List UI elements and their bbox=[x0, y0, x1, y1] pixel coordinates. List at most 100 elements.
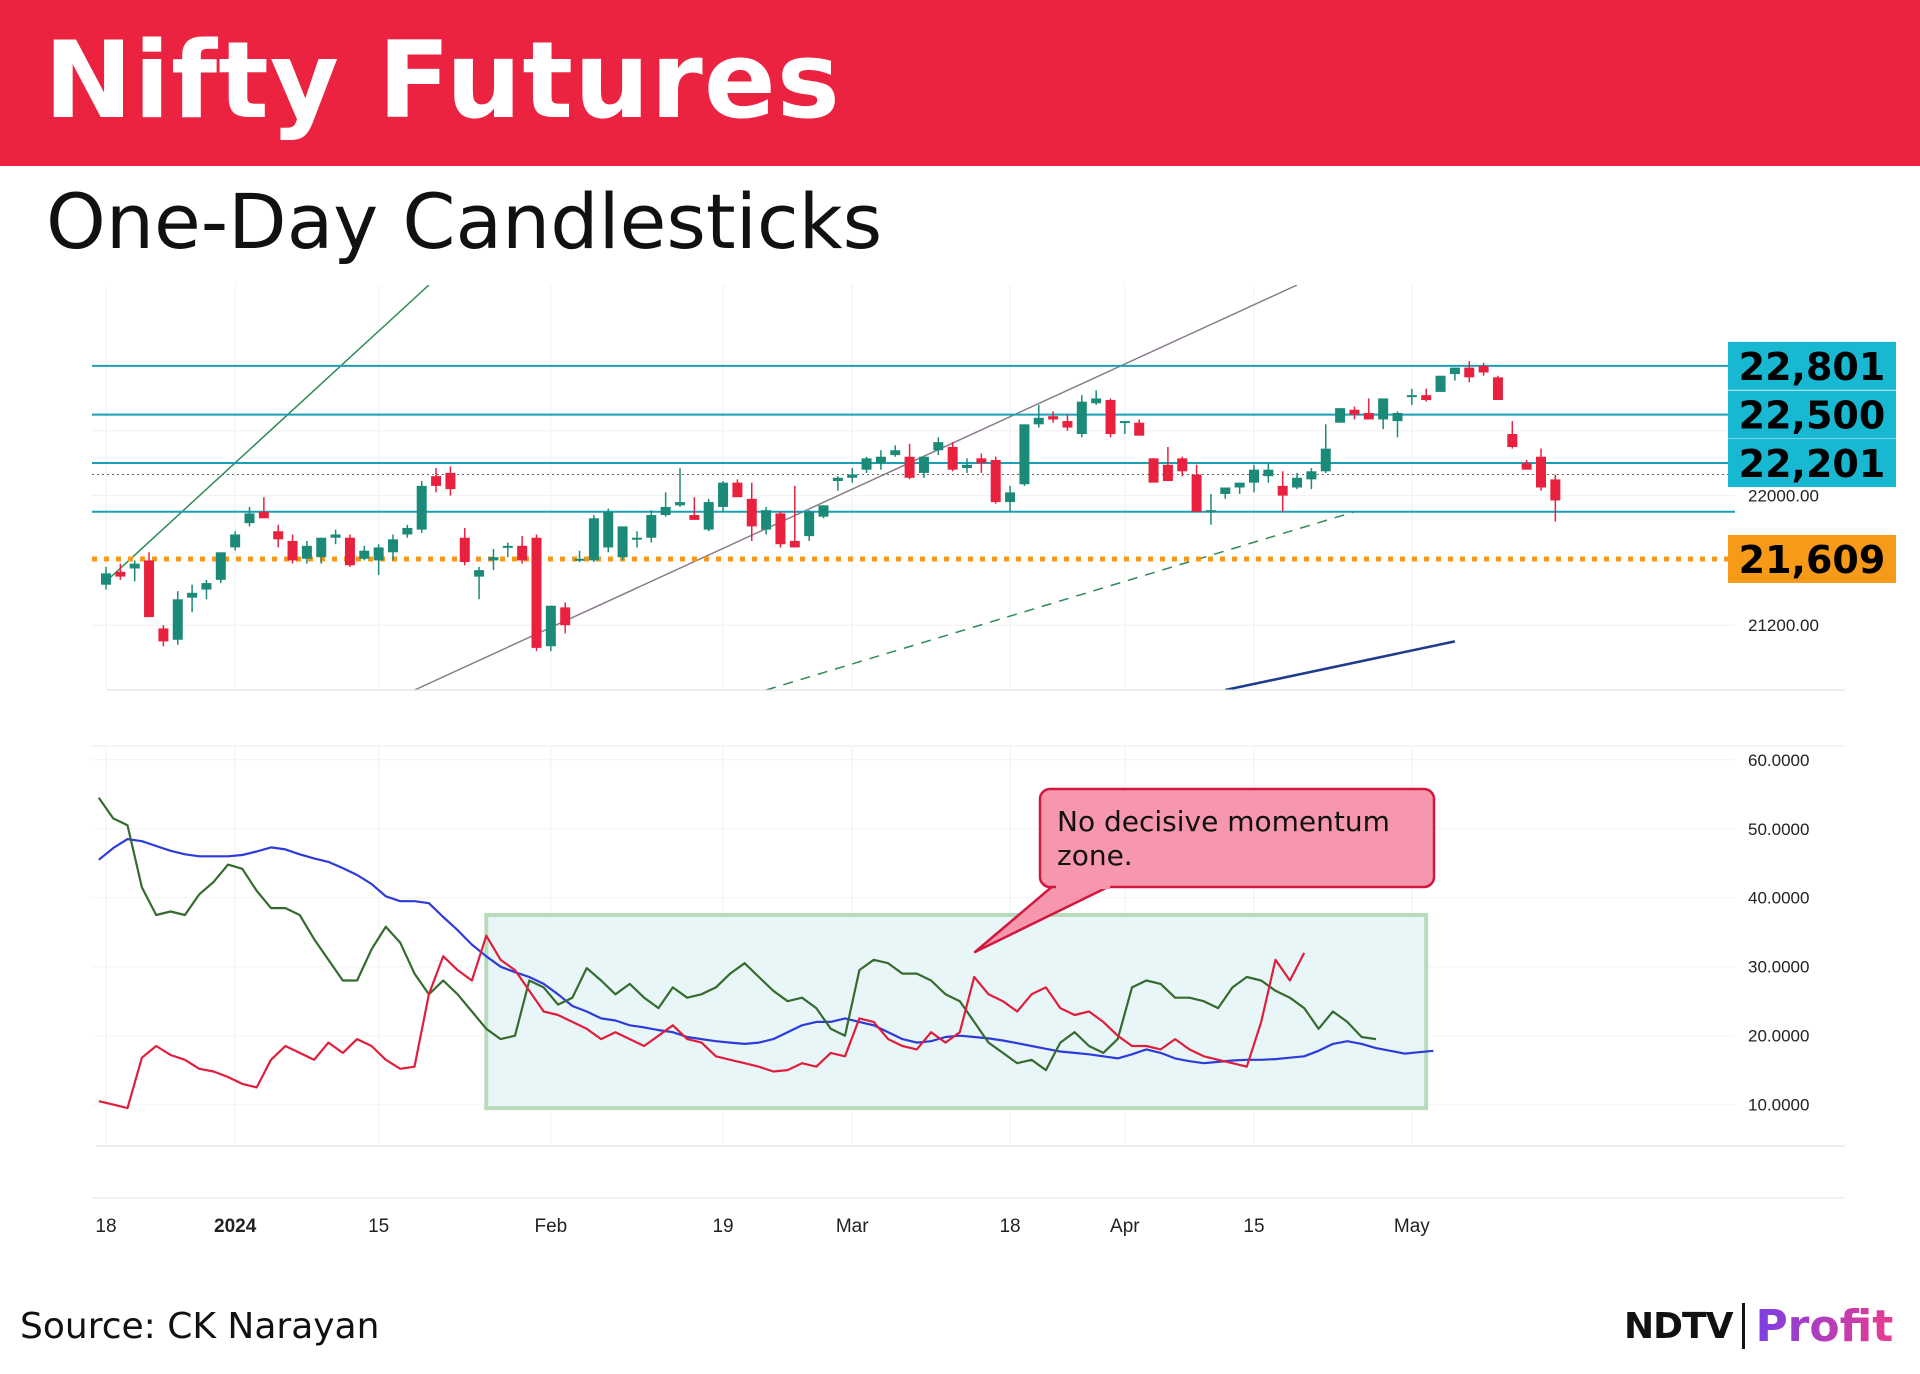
candle-48 bbox=[789, 485, 800, 548]
candle-88 bbox=[1363, 398, 1374, 420]
candle-58 bbox=[933, 437, 944, 456]
trendline-lower-trendline bbox=[1225, 640, 1456, 690]
date-tick-label-7: Apr bbox=[1110, 1216, 1140, 1237]
candle-68 bbox=[1076, 395, 1087, 438]
trendline-steep-uptrend bbox=[105, 285, 430, 583]
candle-8 bbox=[215, 552, 226, 584]
candle-42 bbox=[703, 498, 714, 532]
candle-22 bbox=[416, 481, 427, 533]
candle-74 bbox=[1162, 447, 1173, 482]
candle-body-90 bbox=[1392, 412, 1403, 422]
candle-3 bbox=[144, 552, 155, 618]
candle-body-11 bbox=[258, 511, 269, 519]
ind-tick-label-2: 40.0000 bbox=[1748, 889, 1809, 908]
level-tag-bg-1 bbox=[1728, 390, 1896, 439]
candle-76 bbox=[1191, 464, 1202, 512]
candle-body-51 bbox=[832, 477, 843, 482]
candle-96 bbox=[1478, 362, 1489, 376]
candle-38 bbox=[646, 510, 657, 543]
candle-body-46 bbox=[761, 510, 772, 530]
candle-82 bbox=[1277, 471, 1288, 512]
date-tick-label-2: 15 bbox=[368, 1216, 389, 1237]
candle-body-92 bbox=[1421, 395, 1432, 401]
price-pane: 22400.0022000.0021200.0022,80122,50022,2… bbox=[92, 285, 1896, 691]
series-line-plusminus-di bbox=[97, 797, 1377, 1072]
candle-27 bbox=[488, 549, 499, 571]
ind-tick-label-1: 50.0000 bbox=[1748, 820, 1809, 839]
candle-body-48 bbox=[789, 540, 800, 548]
price-plot bbox=[92, 285, 1735, 690]
candle-85 bbox=[1320, 424, 1331, 473]
brand-ndtv: NDTV bbox=[1624, 1305, 1733, 1347]
candle-body-27 bbox=[488, 557, 499, 561]
candle-77 bbox=[1205, 493, 1216, 525]
candle-101 bbox=[1550, 474, 1561, 522]
candle-body-23 bbox=[431, 476, 442, 486]
candle-12 bbox=[273, 524, 284, 548]
candle-body-63 bbox=[1005, 492, 1016, 503]
candle-64 bbox=[1019, 424, 1030, 486]
candle-65 bbox=[1033, 404, 1044, 428]
candle-body-81 bbox=[1263, 469, 1274, 477]
candle-73 bbox=[1148, 458, 1159, 483]
candle-46 bbox=[761, 506, 772, 535]
candle-2 bbox=[129, 560, 140, 582]
candle-body-77 bbox=[1205, 510, 1216, 513]
candle-body-85 bbox=[1320, 448, 1331, 472]
candle-5 bbox=[172, 591, 183, 645]
candle-body-3 bbox=[144, 560, 155, 618]
candle-body-7 bbox=[201, 583, 212, 590]
candle-body-101 bbox=[1550, 479, 1561, 501]
candle-body-67 bbox=[1062, 421, 1073, 428]
level-tag-bg-3 bbox=[1728, 534, 1896, 583]
candle-51 bbox=[832, 476, 843, 491]
candle-9 bbox=[230, 531, 241, 551]
candle-body-10 bbox=[244, 513, 255, 524]
candle-body-96 bbox=[1478, 366, 1489, 373]
candle-60 bbox=[962, 458, 972, 473]
level-tag-1: 22,500 bbox=[1739, 394, 1886, 438]
candle-79 bbox=[1234, 482, 1245, 494]
candle-body-2 bbox=[129, 563, 140, 569]
date-tick-label-8: 15 bbox=[1243, 1216, 1264, 1237]
candle-body-19 bbox=[373, 547, 384, 561]
candle-35 bbox=[603, 508, 614, 553]
candle-body-55 bbox=[890, 450, 901, 456]
candle-6 bbox=[187, 584, 198, 613]
candle-body-24 bbox=[445, 472, 456, 490]
candle-80 bbox=[1249, 464, 1259, 493]
candle-98 bbox=[1507, 421, 1518, 449]
candle-body-84 bbox=[1306, 471, 1317, 480]
candle-84 bbox=[1306, 468, 1317, 490]
candle-body-31 bbox=[545, 605, 556, 647]
candle-28 bbox=[502, 542, 513, 558]
chart-subtitle: One-Day Candlesticks bbox=[46, 177, 883, 266]
candle-41 bbox=[689, 497, 700, 520]
candle-92 bbox=[1421, 388, 1432, 402]
candle-100 bbox=[1536, 448, 1546, 491]
candle-0 bbox=[101, 566, 111, 590]
candle-15 bbox=[316, 537, 327, 564]
candle-body-37 bbox=[631, 537, 642, 540]
candle-45 bbox=[746, 482, 757, 541]
candle-69 bbox=[1091, 390, 1102, 405]
chart-title: Nifty Futures bbox=[44, 19, 841, 142]
candle-body-1 bbox=[115, 571, 126, 577]
candle-99 bbox=[1521, 459, 1532, 470]
ind-tick-label-3: 30.0000 bbox=[1748, 958, 1809, 977]
candle-29 bbox=[517, 536, 528, 564]
candle-39 bbox=[660, 492, 671, 517]
callout-join bbox=[1056, 881, 1110, 889]
date-tick-label-5: Mar bbox=[836, 1216, 869, 1237]
candle-93 bbox=[1435, 375, 1446, 392]
candle-body-93 bbox=[1435, 375, 1446, 392]
candle-body-18 bbox=[359, 550, 370, 559]
brand-separator bbox=[1742, 1303, 1746, 1349]
candle-body-97 bbox=[1492, 377, 1503, 401]
candle-26 bbox=[474, 566, 485, 600]
no-momentum-zone-box bbox=[484, 912, 1429, 1111]
candle-body-88 bbox=[1363, 412, 1374, 420]
candle-body-26 bbox=[474, 570, 485, 577]
candle-97 bbox=[1492, 375, 1503, 401]
title-banner: Nifty Futures bbox=[0, 0, 1920, 166]
